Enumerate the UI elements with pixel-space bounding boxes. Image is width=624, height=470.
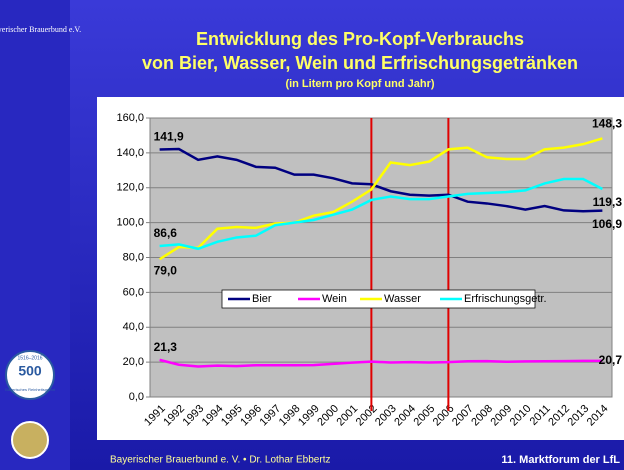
y-tick-label: 100,0 xyxy=(116,217,144,229)
badge-years: 1516–2016 xyxy=(17,355,42,361)
title-line: von Bier, Wasser, Wein und Erfrischungsg… xyxy=(142,53,578,73)
badge-text: Bayerisches Reinheitsgebot xyxy=(5,387,55,392)
legend-label: Wasser xyxy=(384,293,421,305)
legend-label: Bier xyxy=(252,293,272,305)
legend-label: Wein xyxy=(322,293,347,305)
badge-number: 500 xyxy=(18,363,42,379)
y-tick-label: 40,0 xyxy=(123,321,144,333)
data-label: 21,3 xyxy=(154,340,178,354)
legend-label: Erfrischungsgetr. xyxy=(464,293,547,305)
badge xyxy=(5,350,55,400)
footer-right: 11. Marktforum der LfL xyxy=(501,454,620,466)
data-label: 106,9 xyxy=(592,217,622,231)
data-label: 20,7 xyxy=(599,353,623,367)
emblem xyxy=(11,421,49,459)
data-label: 141,9 xyxy=(154,130,184,144)
footer-left: Bayerischer Brauerbund e. V. • Dr. Lotha… xyxy=(110,455,330,466)
subtitle: (in Litern pro Kopf und Jahr) xyxy=(285,78,434,90)
logo-text: Bayerischer Brauerbund e.V. xyxy=(0,25,81,34)
series-line xyxy=(158,137,603,261)
y-tick-label: 60,0 xyxy=(123,286,144,298)
data-label: 79,0 xyxy=(154,263,178,277)
y-tick-label: 160,0 xyxy=(116,112,144,124)
sidebar xyxy=(0,0,70,470)
series-line xyxy=(159,147,603,213)
data-label: 119,3 xyxy=(593,195,623,209)
y-tick-label: 20,0 xyxy=(123,356,144,368)
y-tick-label: 80,0 xyxy=(123,251,144,263)
y-tick-label: 140,0 xyxy=(116,147,144,159)
y-tick-label: 0,0 xyxy=(129,391,144,403)
series-line xyxy=(159,177,603,251)
plot: 0,0 20,0 40,0 60,0 80,0 100,0 120,0 140,0 160,0 1… xyxy=(116,112,622,429)
series-line xyxy=(159,358,603,368)
data-label: 86,6 xyxy=(154,226,178,240)
y-tick-label: 120,0 xyxy=(116,182,144,194)
title-line: Entwicklung des Pro-Kopf-Verbrauchs xyxy=(196,29,524,49)
data-label: 148,3 xyxy=(592,117,622,131)
